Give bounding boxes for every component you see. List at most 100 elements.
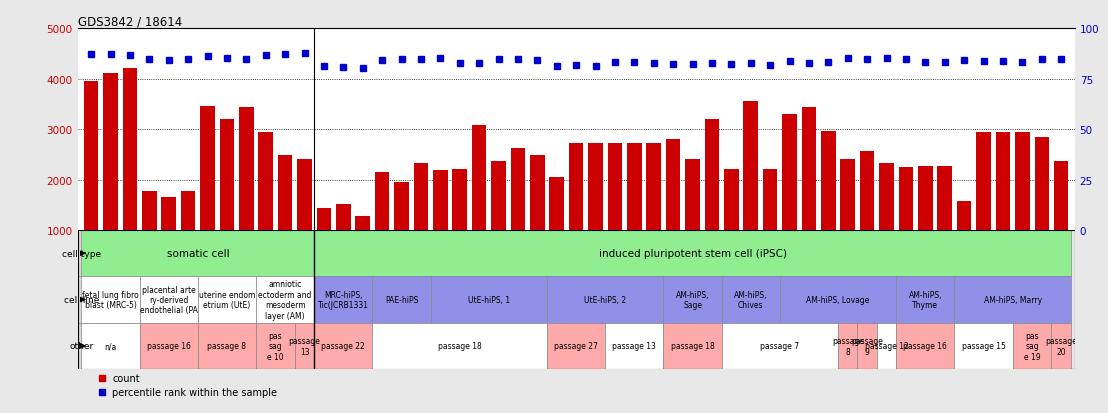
Bar xyxy=(860,152,874,230)
Bar xyxy=(491,162,506,230)
Bar xyxy=(838,323,858,369)
Bar xyxy=(201,107,215,230)
Bar xyxy=(550,178,564,230)
Bar xyxy=(315,323,372,369)
Text: placental arte
ry-derived
endothelial (PA: placental arte ry-derived endothelial (P… xyxy=(140,285,197,315)
Bar xyxy=(452,170,468,230)
Bar xyxy=(954,323,1013,369)
Bar xyxy=(664,323,721,369)
Bar xyxy=(763,170,778,230)
Bar xyxy=(605,323,664,369)
Bar xyxy=(646,144,661,230)
Bar xyxy=(1035,138,1049,230)
Text: amniotic
ectoderm and
mesoderm
layer (AM): amniotic ectoderm and mesoderm layer (AM… xyxy=(258,280,311,320)
Bar xyxy=(375,173,389,230)
Text: passage 15: passage 15 xyxy=(962,342,1006,351)
Text: other: other xyxy=(70,342,94,351)
Text: percentile rank within the sample: percentile rank within the sample xyxy=(113,387,277,397)
Bar xyxy=(297,160,311,230)
Text: count: count xyxy=(113,373,140,383)
Bar xyxy=(431,277,547,323)
Bar xyxy=(721,277,780,323)
Bar xyxy=(685,160,700,230)
Text: AM-hiPS,
Thyme: AM-hiPS, Thyme xyxy=(909,290,942,309)
Bar xyxy=(954,277,1070,323)
Text: cell line: cell line xyxy=(64,295,100,304)
Bar xyxy=(1013,323,1051,369)
Text: AM-hiPS, Lovage: AM-hiPS, Lovage xyxy=(807,295,870,304)
Bar xyxy=(315,277,372,323)
Bar xyxy=(1054,162,1068,230)
Bar xyxy=(78,230,90,277)
Bar xyxy=(394,182,409,230)
Bar xyxy=(896,277,954,323)
Bar xyxy=(295,323,315,369)
Text: AM-hiPS,
Chives: AM-hiPS, Chives xyxy=(733,290,768,309)
Bar xyxy=(530,156,545,230)
Bar xyxy=(198,323,256,369)
Text: AM-hiPS, Marry: AM-hiPS, Marry xyxy=(984,295,1042,304)
Bar xyxy=(896,323,954,369)
Text: passage 18: passage 18 xyxy=(670,342,715,351)
Bar xyxy=(858,323,876,369)
Bar xyxy=(82,323,140,369)
Bar xyxy=(239,107,254,230)
Bar xyxy=(976,133,991,230)
Bar xyxy=(780,277,896,323)
Text: passage
8: passage 8 xyxy=(832,336,864,356)
Bar xyxy=(372,323,547,369)
Bar xyxy=(103,74,117,230)
Bar xyxy=(802,108,817,230)
Bar xyxy=(78,323,90,369)
Text: passage 16: passage 16 xyxy=(903,342,947,351)
Text: GDS3842 / 18614: GDS3842 / 18614 xyxy=(78,16,182,29)
Text: passage 13: passage 13 xyxy=(613,342,656,351)
Bar xyxy=(876,323,896,369)
Bar xyxy=(743,102,758,230)
Bar xyxy=(547,323,605,369)
Text: passage 7: passage 7 xyxy=(760,342,800,351)
Text: pas
sag
e 10: pas sag e 10 xyxy=(267,331,284,361)
Bar xyxy=(607,144,623,230)
Bar xyxy=(123,69,137,230)
Bar xyxy=(372,277,431,323)
Bar xyxy=(705,120,719,230)
Bar xyxy=(336,204,350,230)
Bar xyxy=(82,230,315,277)
Bar xyxy=(547,277,664,323)
Bar xyxy=(140,277,198,323)
Bar xyxy=(782,114,797,230)
Bar xyxy=(356,217,370,230)
Text: passage 8: passage 8 xyxy=(207,342,246,351)
Bar xyxy=(84,82,99,230)
Text: passage 12: passage 12 xyxy=(864,342,909,351)
Text: n/a: n/a xyxy=(104,342,116,351)
Bar xyxy=(588,144,603,230)
Bar xyxy=(315,230,1070,277)
Bar xyxy=(142,191,156,230)
Text: uterine endom
etrium (UtE): uterine endom etrium (UtE) xyxy=(198,290,255,309)
Bar xyxy=(919,166,933,230)
Bar xyxy=(140,323,198,369)
Bar xyxy=(78,277,90,323)
Bar xyxy=(725,169,739,230)
Bar xyxy=(413,164,428,230)
Bar xyxy=(821,132,835,230)
Text: PAE-hiPS: PAE-hiPS xyxy=(384,295,418,304)
Text: passage
20: passage 20 xyxy=(1045,336,1077,356)
Bar xyxy=(721,323,838,369)
Bar xyxy=(841,159,855,230)
Bar xyxy=(256,277,315,323)
Bar xyxy=(258,132,273,230)
Bar xyxy=(880,164,894,230)
Bar xyxy=(511,149,525,230)
Bar xyxy=(664,277,721,323)
Text: pas
sag
e 19: pas sag e 19 xyxy=(1024,331,1040,361)
Bar xyxy=(82,277,140,323)
Bar xyxy=(162,198,176,230)
Text: passage
9: passage 9 xyxy=(851,336,883,356)
Bar xyxy=(666,140,680,230)
Text: passage 18: passage 18 xyxy=(438,342,482,351)
Text: induced pluripotent stem cell (iPSC): induced pluripotent stem cell (iPSC) xyxy=(598,249,787,259)
Bar xyxy=(627,144,642,230)
